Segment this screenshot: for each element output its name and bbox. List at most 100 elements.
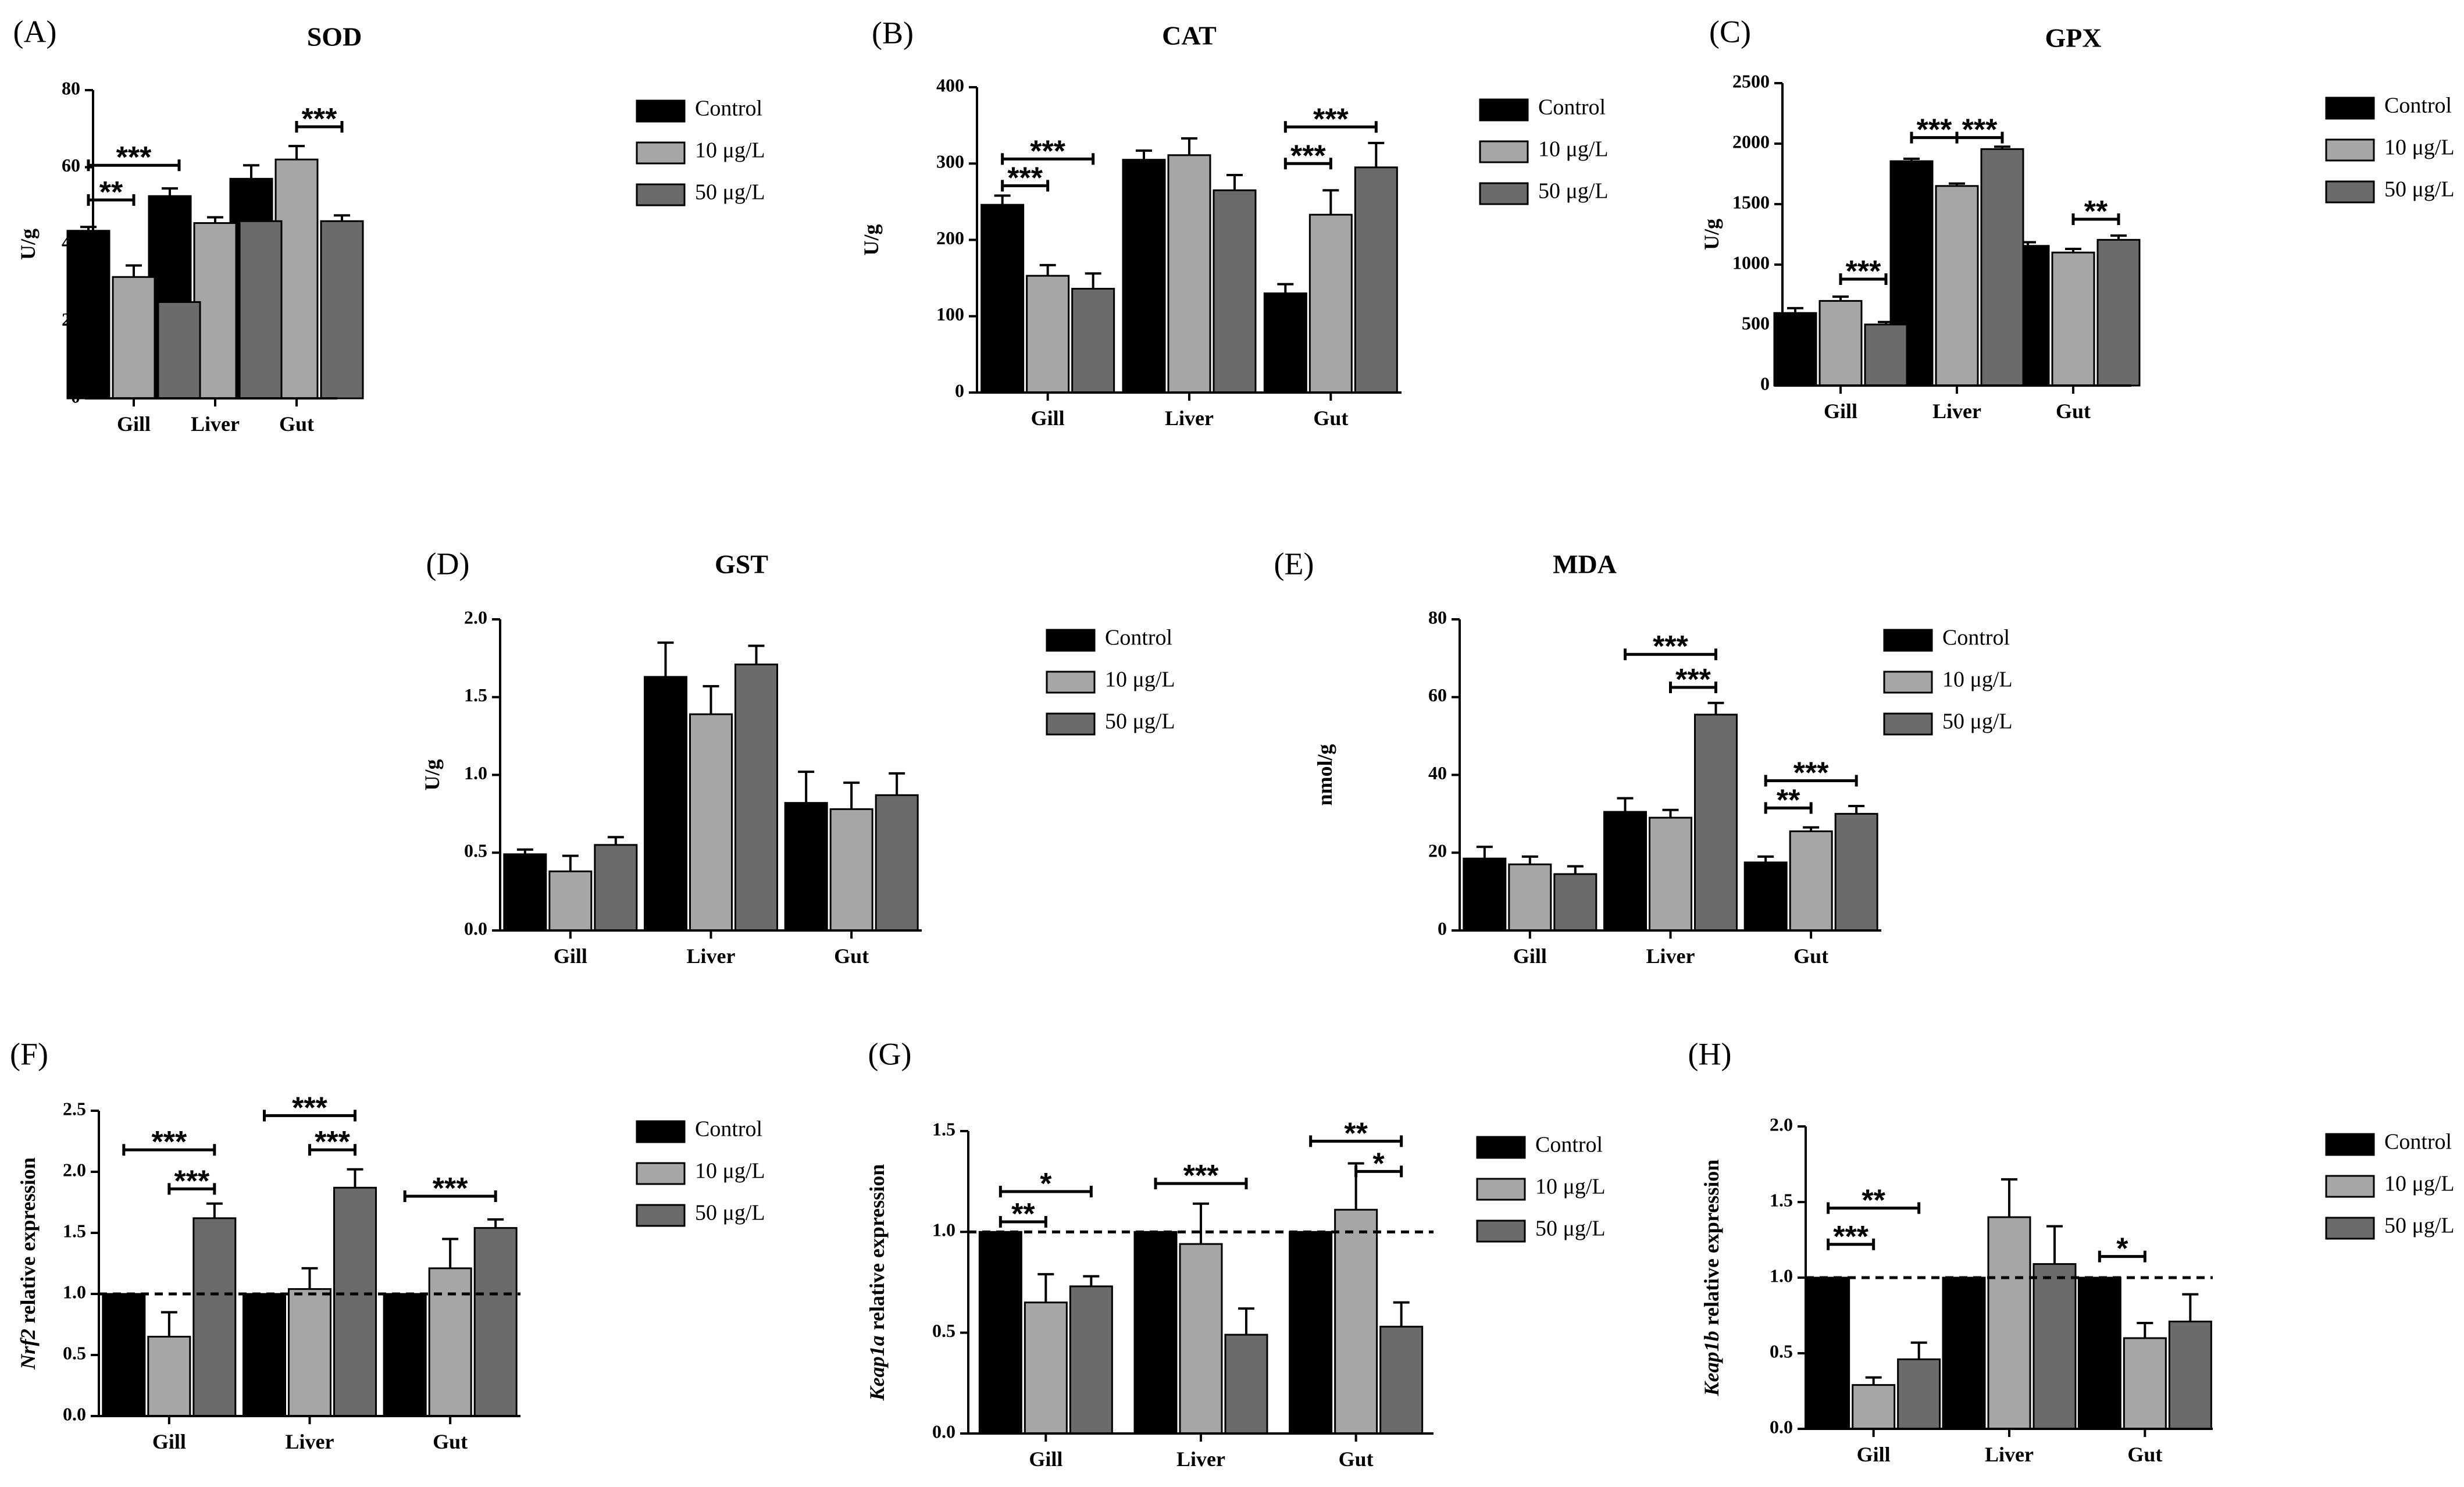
legend-swatch bbox=[2325, 1175, 2375, 1198]
panel-label: (D) bbox=[426, 546, 470, 581]
bar bbox=[1024, 1301, 1068, 1435]
significance-bracket bbox=[2098, 1250, 2146, 1263]
legend-label: 50 μg/L bbox=[1538, 179, 1609, 204]
error-bar bbox=[1994, 145, 2010, 149]
y-tick-label: 80 bbox=[62, 77, 80, 98]
bar bbox=[1224, 1333, 1268, 1435]
legend-label: Control bbox=[2384, 1130, 2452, 1154]
y-axis-label: U/g bbox=[860, 224, 883, 256]
error-bar bbox=[516, 848, 533, 854]
x-tick-label: Liver bbox=[1165, 406, 1214, 430]
significance-bracket bbox=[295, 120, 344, 133]
significance-label: *** bbox=[1313, 102, 1349, 136]
bar bbox=[689, 713, 733, 932]
y-tick-label: 0 bbox=[1438, 918, 1447, 939]
bar bbox=[2123, 1337, 2167, 1430]
error-bar bbox=[161, 1311, 177, 1337]
x-tick-label: Gut bbox=[433, 1430, 468, 1453]
legend-swatch bbox=[1883, 629, 1933, 652]
bar bbox=[157, 301, 201, 400]
bar bbox=[875, 794, 919, 932]
y-axis-label: Keap1b relative expression bbox=[1700, 1160, 1723, 1397]
panel-c: (C) GPX U/g 0 500 1000 1500 2000 2500 Gill Liver Gu… bbox=[1700, 14, 2455, 423]
bar bbox=[288, 1288, 331, 1417]
significance-label: *** bbox=[292, 1091, 327, 1125]
y-tick-label: 1500 bbox=[1732, 191, 1770, 212]
error-bar bbox=[334, 214, 350, 222]
bar bbox=[66, 230, 110, 400]
bar bbox=[2096, 238, 2141, 387]
legend-swatch bbox=[1046, 671, 1096, 694]
error-bar bbox=[562, 854, 579, 872]
y-axis-label-text: nmol/g bbox=[1313, 744, 1336, 805]
error-bar bbox=[994, 194, 1011, 205]
chart-title: SOD bbox=[307, 22, 362, 52]
x-tick-label: Gut bbox=[279, 412, 314, 436]
y-axis-label-text: U/g bbox=[860, 224, 883, 256]
x-tick-label: Gut bbox=[1339, 1447, 1374, 1471]
bar bbox=[1133, 1231, 1178, 1435]
error-bar bbox=[171, 291, 187, 302]
significance-label: * bbox=[2116, 1232, 2128, 1266]
legend: Control 10 μg/L 50 μg/L bbox=[1479, 95, 1609, 205]
error-bar bbox=[288, 145, 305, 160]
panel-h: (H) Keap1b relative expression 0.0 0.5 1.0 1.… bbox=[1688, 1036, 2455, 1466]
legend-swatch bbox=[636, 99, 686, 123]
panel-label: (C) bbox=[1709, 14, 1751, 49]
legend-swatch bbox=[1476, 1136, 1526, 1159]
x-tick-label: Liver bbox=[191, 412, 240, 436]
bar bbox=[1603, 811, 1647, 932]
x-tick-label: Gut bbox=[1313, 406, 1348, 430]
error-bar bbox=[1617, 797, 1634, 812]
bar bbox=[1167, 154, 1211, 394]
legend-swatch bbox=[1476, 1219, 1526, 1243]
legend-swatch bbox=[636, 183, 686, 206]
y-tick-label: 2000 bbox=[1732, 131, 1770, 152]
significance-bracket bbox=[1624, 648, 1717, 661]
y-tick-label: 2.5 bbox=[63, 1098, 86, 1119]
bar bbox=[1263, 292, 1307, 394]
error-bar bbox=[1903, 158, 1920, 162]
legend-label: Control bbox=[1535, 1133, 1603, 1157]
significance-label: *** bbox=[315, 1125, 350, 1159]
significance-bracket bbox=[87, 159, 181, 172]
y-axis-label: nmol/g bbox=[1313, 744, 1336, 805]
y-axis-label-text: U/g bbox=[1700, 219, 1723, 250]
significance-bracket bbox=[999, 1186, 1093, 1197]
significance-label: *** bbox=[1030, 134, 1065, 168]
bar bbox=[784, 802, 828, 932]
error-bar bbox=[347, 1168, 363, 1188]
legend-swatch bbox=[1479, 140, 1529, 163]
legend-label: 50 μg/L bbox=[1942, 709, 2013, 734]
error-bar bbox=[1832, 295, 1849, 301]
bar bbox=[1334, 1208, 1378, 1435]
significance-bracket bbox=[1669, 682, 1717, 694]
x-tick-label: Gill bbox=[117, 412, 151, 436]
error-bar bbox=[1787, 306, 1803, 313]
chart-title: GST bbox=[715, 550, 768, 579]
significance-label: ** bbox=[1344, 1117, 1368, 1150]
error-bar bbox=[1662, 808, 1679, 818]
error-bar bbox=[1085, 272, 1101, 289]
legend-swatch bbox=[1476, 1178, 1526, 1201]
significance-bracket bbox=[999, 1216, 1047, 1228]
legend-label: Control bbox=[1105, 626, 1172, 650]
error-bar bbox=[252, 212, 269, 222]
x-tick-label: Gut bbox=[2127, 1443, 2162, 1466]
legend-swatch bbox=[2325, 97, 2375, 120]
y-axis-label: Nrf2 relative expression bbox=[16, 1157, 40, 1370]
legend: Control 10 μg/L 50 μg/L bbox=[2325, 1130, 2455, 1240]
error-bar bbox=[748, 644, 765, 665]
bar bbox=[734, 664, 778, 932]
error-bar bbox=[162, 187, 178, 197]
panel-g: (G) Keap1a relative expression 0.0 0.5 1.0 1.… bbox=[865, 1036, 1606, 1471]
error-bar bbox=[1238, 1307, 1254, 1335]
error-bar bbox=[1037, 1273, 1054, 1303]
bar bbox=[2032, 1263, 2077, 1430]
y-axis-label-text: relative expression bbox=[16, 1157, 40, 1329]
legend-swatch bbox=[1046, 629, 1096, 652]
y-tick-label: 2500 bbox=[1732, 70, 1770, 91]
